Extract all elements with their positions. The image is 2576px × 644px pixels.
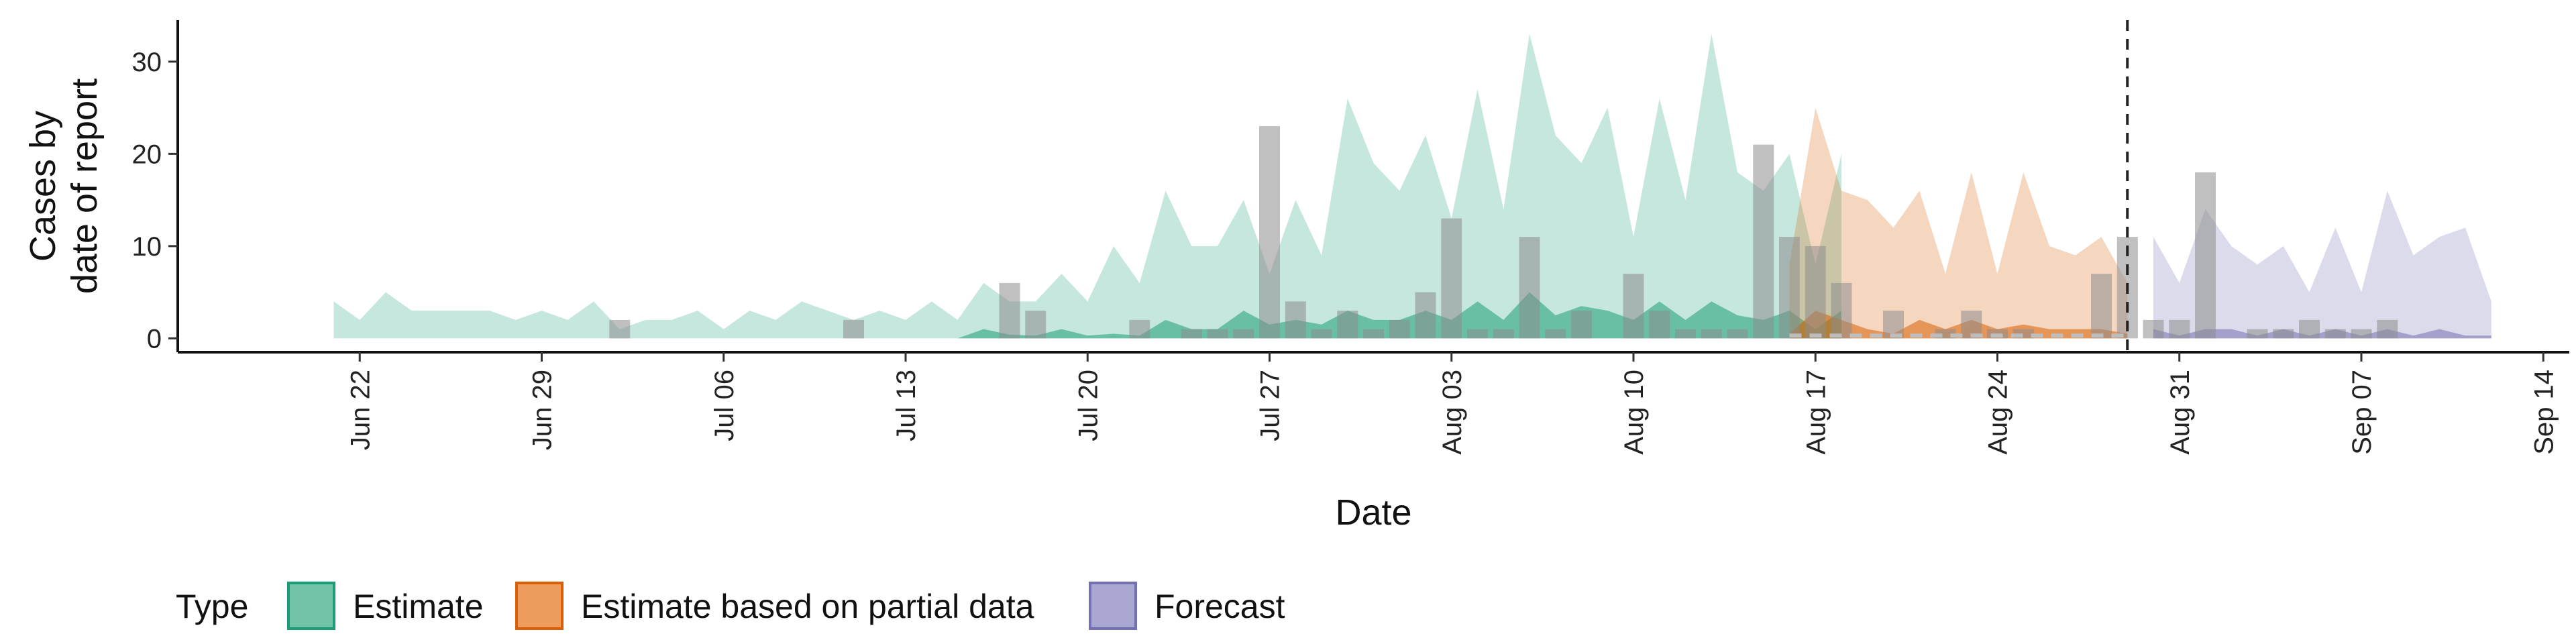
- reported-case-bar: [2247, 329, 2268, 339]
- reported-case-bar: [1727, 329, 1748, 339]
- x-tick-label: Jul 13: [892, 370, 921, 441]
- x-axis-ticks: Jun 22 Jun 29 Jul 06 Jul 13 Jul 20 Jul 27 Aug …: [345, 352, 2559, 455]
- x-tick-label: Jul 27: [1256, 370, 1285, 441]
- x-tick-label: Jun 22: [345, 370, 375, 450]
- reported-case-bar: [2377, 319, 2398, 339]
- y-axis-title-line: date of report: [64, 78, 105, 294]
- legend-key: [287, 582, 335, 630]
- reported-case-bar: [1493, 329, 1514, 339]
- x-tick-label: Aug 17: [1801, 370, 1831, 455]
- x-tick-label: Aug 03: [1438, 370, 1467, 455]
- reported-case-bar: [1779, 237, 1800, 339]
- reported-case-bar: [1623, 274, 1644, 339]
- legend-key: [1089, 582, 1137, 630]
- reported-case-bar: [2351, 329, 2372, 339]
- x-tick-label: Aug 24: [1984, 370, 2013, 455]
- reported-case-bar: [1363, 329, 1384, 339]
- x-tick-label: Aug 31: [2165, 370, 2195, 455]
- legend-title: Type: [176, 588, 248, 625]
- y-tick-label: 0: [147, 324, 162, 354]
- reported-case-bar: [1233, 329, 1254, 339]
- estimate-bands: [333, 34, 2491, 339]
- partial-estimate-band-90: [1789, 107, 2128, 339]
- axes: [176, 20, 2569, 354]
- x-tick-label: Jun 29: [528, 370, 557, 450]
- reported-case-bar: [1675, 329, 1696, 339]
- reported-case-bar: [1545, 329, 1566, 339]
- reported-case-bar: [1025, 311, 1046, 339]
- reported-case-bar: [1311, 329, 1332, 339]
- reported-case-bar: [1571, 311, 1592, 339]
- x-tick-label: Sep 07: [2347, 370, 2377, 455]
- reported-case-bar: [1467, 329, 1488, 339]
- y-tick-label: 20: [132, 140, 162, 169]
- reported-case-bar: [1805, 246, 1826, 339]
- reported-case-bar: [1285, 301, 1306, 339]
- reported-case-bar: [2091, 274, 2112, 339]
- reported-case-bar: [2143, 319, 2164, 339]
- legend-label: Forecast: [1155, 588, 1285, 625]
- reported-case-bar: [1831, 282, 1852, 339]
- x-tick-label: Aug 10: [1619, 370, 1649, 455]
- reported-case-bar: [1519, 237, 1540, 339]
- reported-case-bar: [609, 319, 631, 339]
- reported-case-bar: [2299, 319, 2320, 339]
- legend-label: Estimate: [353, 588, 484, 625]
- y-axis-title-line: Cases by: [23, 111, 63, 262]
- forecast-band-90: [2153, 191, 2491, 339]
- reported-case-bar: [999, 282, 1020, 339]
- legend-label: Estimate based on partial data: [581, 588, 1034, 625]
- reported-case-bar: [1207, 329, 1228, 339]
- reported-case-bar: [1389, 319, 1410, 339]
- reported-case-bar: [2324, 329, 2346, 339]
- estimate-band-90: [333, 34, 1841, 339]
- partial-estimate-band-20: [1789, 311, 2128, 339]
- x-axis-title: Date: [1335, 492, 1411, 533]
- reported-case-bar: [1701, 329, 1722, 339]
- reported-case-bar: [1441, 218, 1462, 339]
- reported-case-bar: [2169, 319, 2190, 339]
- x-tick-label: Sep 14: [2529, 370, 2559, 455]
- estimate-band-20: [333, 292, 1841, 339]
- reported-case-bar: [1181, 329, 1202, 339]
- reported-case-bar: [1337, 311, 1358, 339]
- y-tick-label: 30: [132, 48, 162, 77]
- y-tick-label: 10: [132, 232, 162, 262]
- forecast-band-20: [2153, 329, 2491, 339]
- y-axis-ticks: 0 10 20 30: [132, 48, 178, 354]
- reported-case-bar: [1649, 311, 1670, 339]
- reported-case-bar: [1259, 126, 1280, 339]
- reported-case-bar: [1129, 319, 1150, 339]
- reported-case-bar: [2195, 172, 2216, 339]
- reported-case-bar: [1415, 292, 1436, 339]
- reported-case-bar: [843, 319, 864, 339]
- legend-key: [515, 582, 564, 630]
- y-axis-title: Cases bydate of report: [23, 78, 105, 294]
- reported-case-bar: [2273, 329, 2294, 339]
- reported-case-bar: [1753, 144, 1774, 339]
- x-tick-label: Jul 06: [710, 370, 739, 441]
- x-tick-label: Jul 20: [1073, 370, 1103, 441]
- legend: Type Estimate Estimate based on partial da…: [176, 582, 1285, 630]
